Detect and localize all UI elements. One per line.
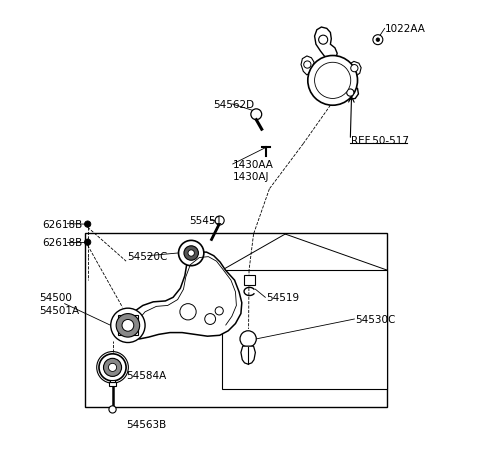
Text: 1430AA: 1430AA	[233, 160, 274, 170]
Polygon shape	[314, 28, 337, 60]
Text: 54520C: 54520C	[127, 251, 168, 261]
Bar	[85, 233, 387, 407]
Circle shape	[215, 216, 224, 226]
Bar	[110, 380, 115, 382]
Polygon shape	[301, 57, 314, 76]
Text: 54501A: 54501A	[39, 305, 79, 315]
Bar	[109, 382, 116, 387]
Circle shape	[314, 63, 351, 99]
Text: REF.50-517: REF.50-517	[351, 136, 409, 146]
Circle shape	[99, 354, 126, 381]
Circle shape	[111, 308, 145, 343]
Polygon shape	[348, 62, 361, 77]
Polygon shape	[126, 253, 242, 339]
Circle shape	[240, 331, 256, 347]
Bar	[222, 271, 387, 389]
Bar	[118, 316, 138, 336]
Text: 54562D: 54562D	[213, 100, 254, 110]
Text: 1022AA: 1022AA	[384, 24, 425, 34]
Circle shape	[116, 314, 140, 337]
Circle shape	[108, 364, 117, 372]
Circle shape	[351, 65, 358, 73]
Circle shape	[184, 246, 198, 261]
Circle shape	[319, 36, 328, 45]
Text: 54530C: 54530C	[355, 314, 396, 324]
Circle shape	[347, 90, 354, 97]
Text: 54563B: 54563B	[126, 419, 167, 429]
Text: 1430AJ: 1430AJ	[233, 172, 270, 182]
Circle shape	[122, 320, 134, 331]
Circle shape	[373, 36, 383, 46]
Circle shape	[205, 314, 216, 325]
Circle shape	[84, 221, 91, 228]
Circle shape	[308, 56, 358, 106]
Polygon shape	[339, 87, 359, 100]
Circle shape	[180, 304, 196, 320]
Text: 62618B: 62618B	[42, 238, 82, 248]
Circle shape	[376, 39, 380, 42]
Text: 54519: 54519	[266, 293, 300, 303]
Text: 54500: 54500	[39, 293, 72, 303]
Circle shape	[304, 62, 311, 69]
Text: 55451: 55451	[190, 216, 223, 226]
Circle shape	[179, 241, 204, 266]
Text: 62618B: 62618B	[42, 219, 82, 229]
Circle shape	[109, 406, 116, 413]
Circle shape	[84, 239, 91, 246]
Polygon shape	[241, 346, 255, 364]
Circle shape	[104, 359, 121, 377]
Text: 54584A: 54584A	[126, 370, 167, 380]
Circle shape	[188, 250, 194, 257]
Circle shape	[251, 110, 262, 120]
Bar	[244, 276, 255, 285]
Circle shape	[215, 307, 223, 315]
